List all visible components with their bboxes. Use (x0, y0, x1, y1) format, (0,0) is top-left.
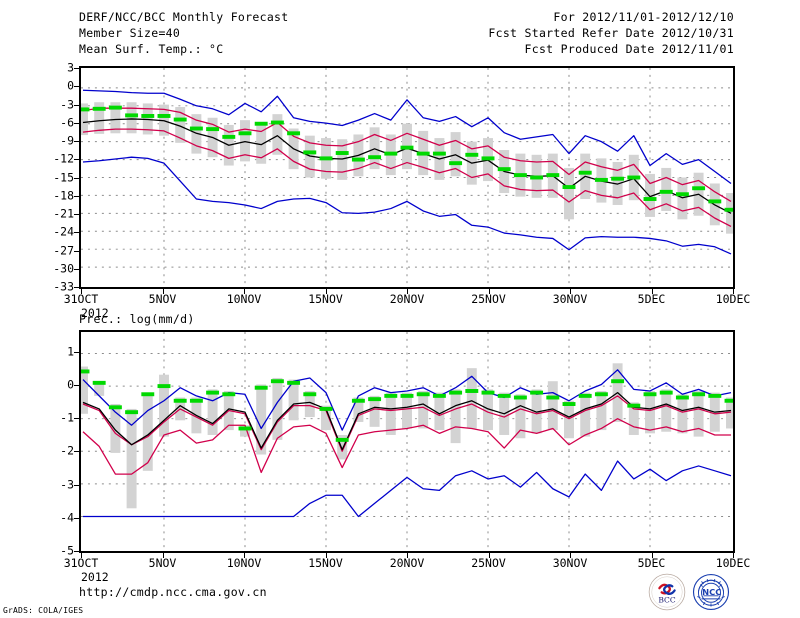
precipitation-axis-year: 2012 (81, 570, 109, 584)
x-axis-tick-mark (733, 553, 734, 558)
x-axis-tick-mark (570, 553, 571, 558)
y-axis-tick-label: 0 (67, 377, 74, 392)
y-axis-tick-label: -18 (53, 188, 74, 202)
ncc-logo-text: NCC (702, 587, 721, 597)
x-axis-tick-mark (244, 289, 245, 294)
y-axis-tick-mark (74, 232, 79, 234)
y-axis-tick-label: -27 (53, 242, 74, 257)
x-axis-tick-label: 25NOV (471, 556, 506, 570)
precipitation-plot (79, 330, 735, 553)
y-axis-tick-mark (74, 385, 79, 387)
x-axis-tick-label: 31OCT (63, 556, 99, 570)
temperature-panel-label: Mean Surf. Temp.: °C (79, 42, 224, 56)
x-axis-tick-mark (162, 553, 164, 558)
y-axis-tick-label: -24 (53, 224, 74, 239)
x-axis-tick-mark (570, 289, 571, 294)
y-axis-tick-mark (74, 122, 79, 124)
x-axis-tick-mark (488, 553, 490, 558)
x-axis-tick-label: 30NOV (552, 292, 588, 306)
y-axis-tick-mark (74, 484, 79, 486)
temperature-plot (79, 66, 735, 289)
y-axis-tick-label: 0 (67, 78, 74, 93)
y-axis-tick-label: -15 (53, 169, 74, 184)
y-axis-tick-label: -3 (60, 476, 74, 491)
y-axis-tick-mark (74, 418, 79, 420)
x-axis-tick-mark (651, 553, 653, 558)
y-axis-tick-mark (74, 268, 79, 270)
x-axis-tick-label: 10DEC (715, 556, 751, 570)
x-axis-tick-mark (651, 289, 653, 294)
y-axis-tick-label: 3 (67, 60, 74, 75)
x-axis-tick-mark (325, 289, 327, 294)
x-axis-tick-label: 5NOV (148, 556, 177, 570)
y-axis-tick-label: -21 (53, 206, 74, 221)
y-axis-tick-label: -9 (60, 133, 74, 148)
y-axis-tick-label: -4 (60, 510, 74, 525)
x-axis-tick-label: 10NOV (226, 292, 262, 306)
x-axis-tick-mark (733, 289, 734, 294)
x-axis-tick-label: 30NOV (552, 556, 588, 570)
member-size-label: Member Size=40 (79, 26, 181, 40)
temperature-axis-year: 2012 (81, 306, 109, 320)
x-axis-tick-mark (162, 289, 164, 294)
x-axis-tick-label: 10DEC (715, 292, 751, 306)
x-axis-tick-mark (488, 289, 490, 294)
x-axis-tick-label: 31OCT (63, 292, 99, 306)
x-axis-tick-mark (81, 553, 82, 558)
grads-credit: GrADS: COLA/IGES (3, 606, 84, 615)
x-axis-tick-label: 15NOV (308, 292, 343, 306)
x-axis-tick-label: 5DEC (637, 556, 666, 570)
x-axis-tick-label: 20NOV (389, 556, 425, 570)
y-axis-tick-label: -6 (60, 115, 74, 129)
y-axis-tick-label: -3 (60, 96, 74, 111)
chart-title: DERF/NCC/BCC Monthly Forecast (79, 10, 289, 24)
forecast-produced-date-label: Fcst Produced Date 2012/11/01 (524, 42, 734, 56)
y-axis-tick-label: -33 (53, 279, 74, 294)
website-url[interactable]: http://cmdp.ncc.cma.gov.cn (79, 585, 267, 599)
forecast-period-label: For 2012/11/01-2012/12/10 (553, 10, 734, 24)
y-axis-tick-label: -30 (53, 261, 74, 275)
y-axis-tick-mark (74, 451, 79, 453)
temperature-plot-canvas (81, 68, 733, 287)
precipitation-panel-label: Prec.: log(mm/d) (79, 312, 195, 326)
ncc-logo-icon: NCC (692, 573, 730, 611)
y-axis-tick-label: -5 (60, 543, 74, 558)
x-axis-tick-mark (407, 553, 408, 558)
x-axis-tick-mark (407, 289, 408, 294)
bcc-logo-text: BCC (658, 596, 676, 605)
y-axis-tick-mark (74, 351, 79, 353)
x-axis-tick-label: 15NOV (308, 556, 343, 570)
y-axis-tick-mark (74, 287, 79, 288)
y-axis-tick-mark (74, 141, 79, 142)
y-axis-tick-mark (74, 551, 79, 552)
x-axis-tick-label: 5NOV (148, 292, 177, 306)
y-axis-tick-mark (74, 86, 79, 88)
x-axis-tick-mark (244, 553, 245, 558)
x-axis-tick-mark (81, 289, 82, 294)
forecast-start-date-label: Fcst Started Refer Date 2012/10/31 (488, 26, 734, 40)
y-axis-tick-mark (74, 68, 79, 69)
y-axis-tick-mark (74, 214, 79, 215)
y-axis-tick-label: -1 (60, 410, 74, 425)
y-axis-tick-mark (74, 517, 79, 519)
bcc-logo-icon: BCC (648, 573, 686, 611)
y-axis-tick-label: -2 (60, 443, 74, 458)
x-axis-tick-mark (325, 553, 327, 558)
y-axis-tick-mark (74, 250, 79, 252)
y-axis-tick-label: 1 (67, 344, 74, 359)
x-axis-tick-label: 10NOV (226, 556, 262, 570)
x-axis-tick-label: 20NOV (389, 292, 425, 306)
x-axis-tick-label: 25NOV (471, 292, 506, 306)
y-axis-tick-mark (74, 195, 79, 197)
y-axis-tick-mark (74, 177, 79, 179)
precipitation-plot-canvas (81, 332, 733, 551)
x-axis-tick-label: 5DEC (637, 292, 666, 306)
y-axis-tick-mark (74, 104, 79, 106)
y-axis-tick-mark (74, 159, 79, 161)
y-axis-tick-label: -12 (53, 151, 74, 166)
